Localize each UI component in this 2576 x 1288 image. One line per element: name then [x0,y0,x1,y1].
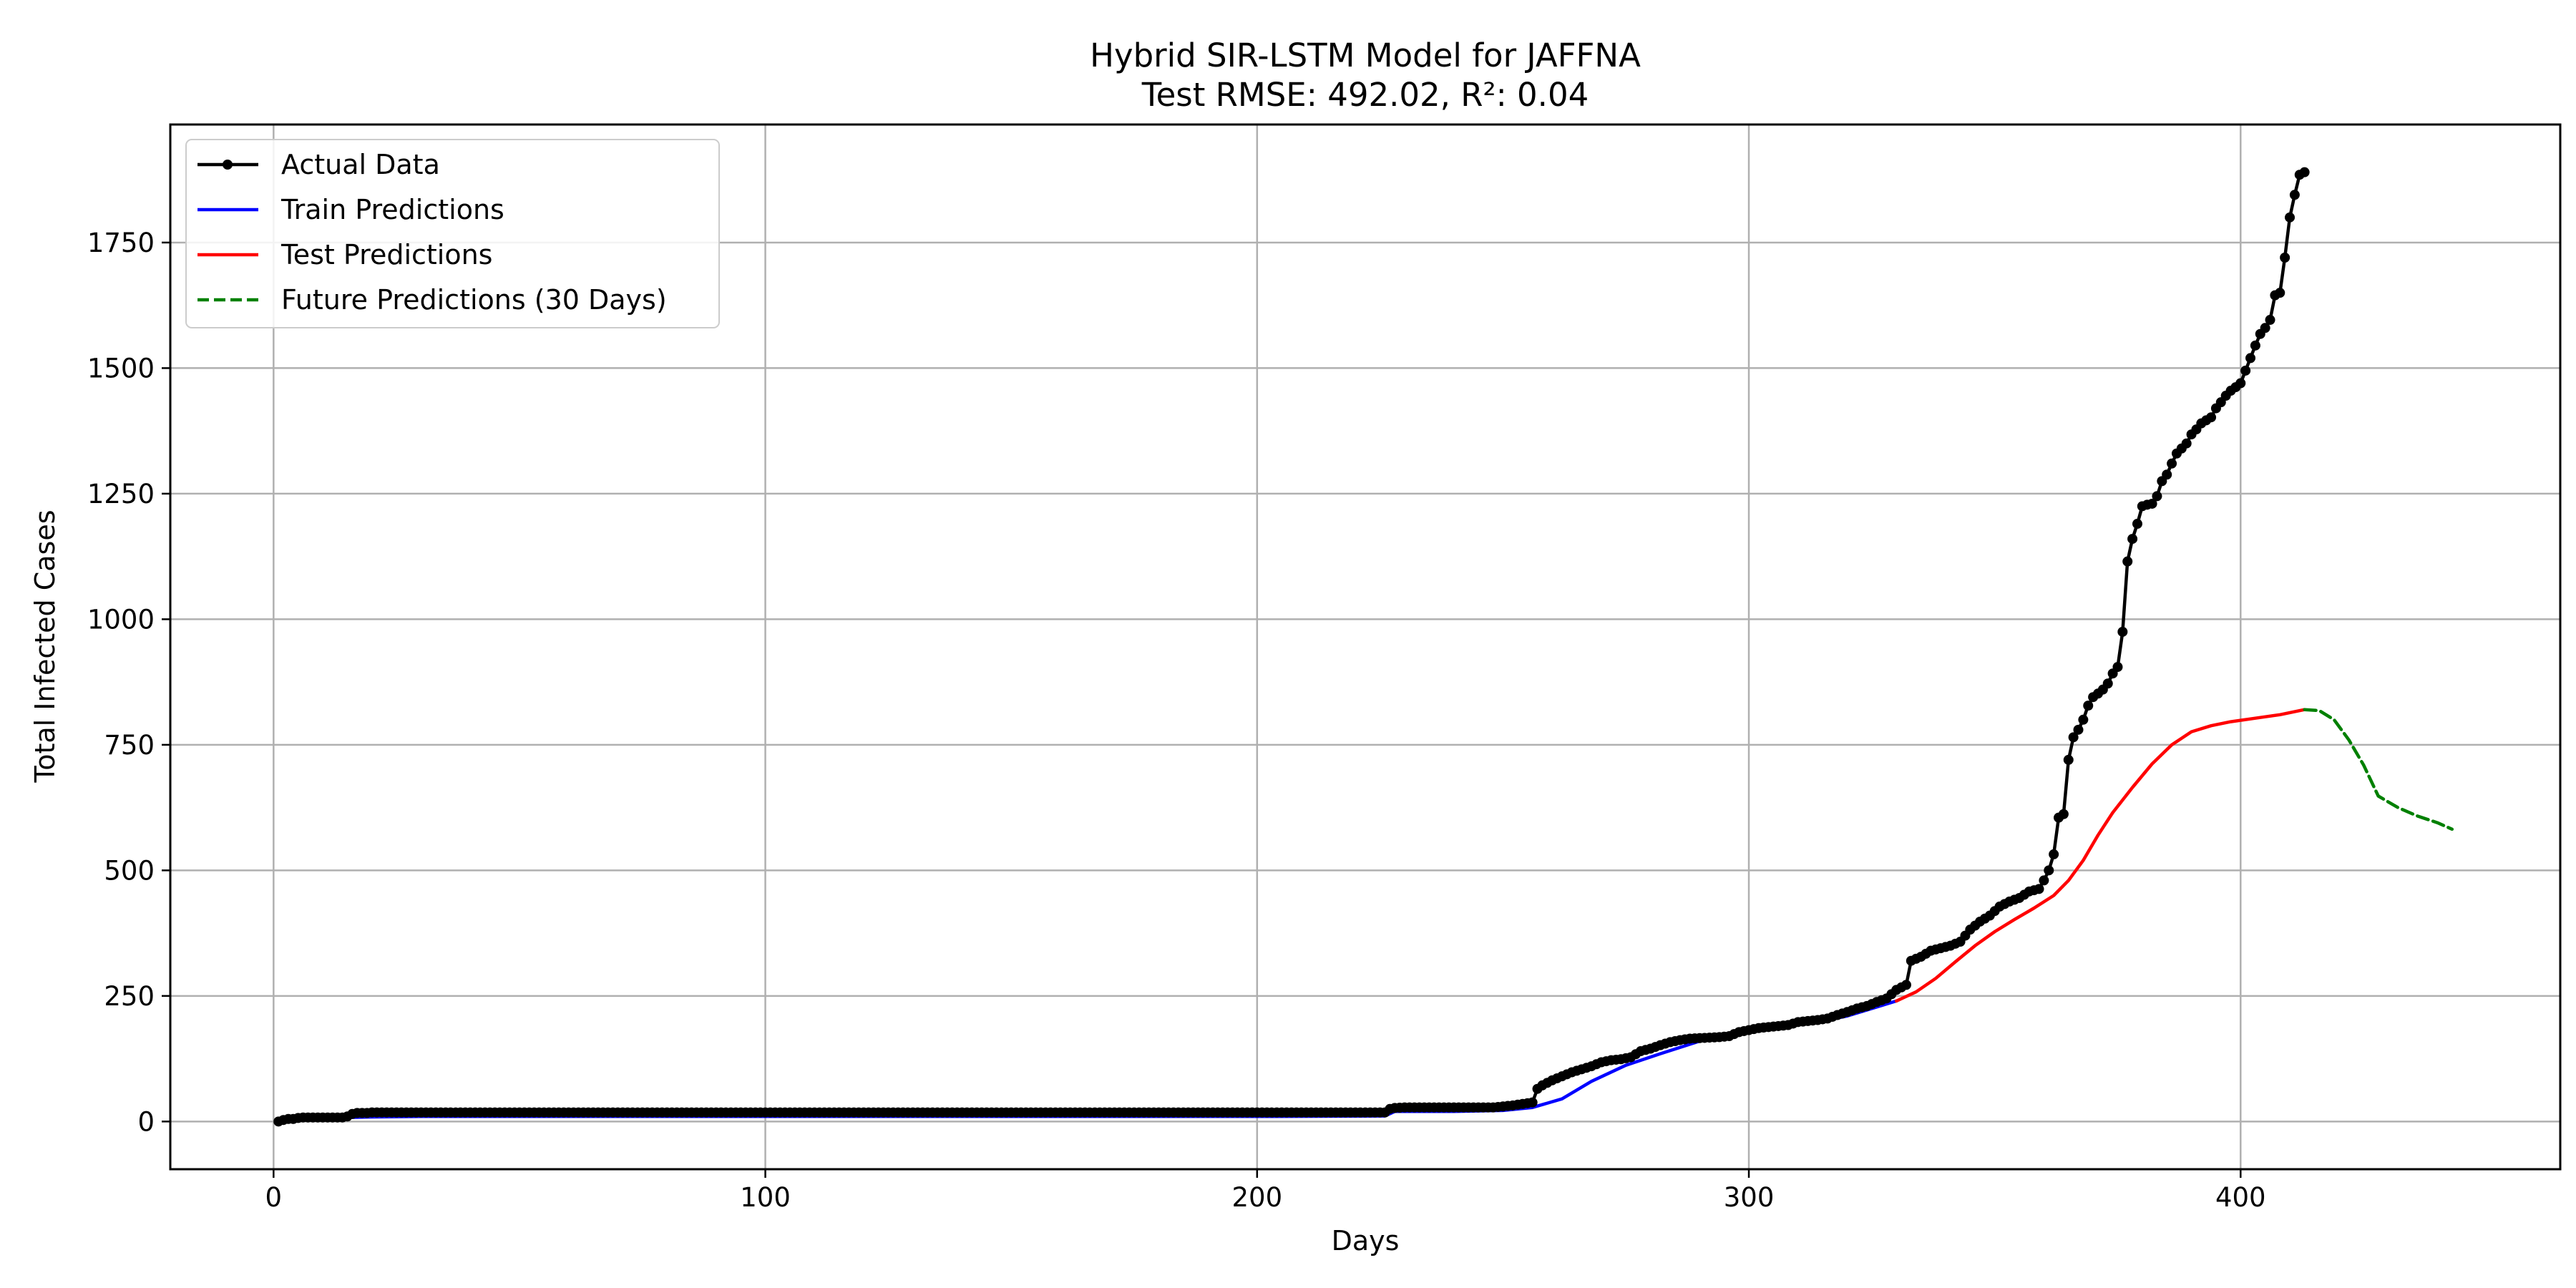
legend-item-train: Train Predictions [197,194,504,225]
x-tick-label: 100 [740,1182,791,1213]
legend-item-actual: Actual Data [197,149,440,180]
data-point [2245,353,2256,364]
data-point [2112,662,2123,673]
data-point [2181,438,2192,449]
data-point [2073,724,2084,735]
data-point [2078,714,2089,725]
data-point [2068,732,2079,743]
data-point [2162,469,2172,480]
data-point [2275,288,2285,298]
y-tick-label: 500 [104,855,155,886]
data-point [2152,491,2162,502]
axis-ticks: 0 100 200 300 400 0 250 500 750 1000 1250 1500 1750 [87,228,2266,1213]
chart-title: Hybrid SIR-LSTM Model for JAFFNA [1090,36,1641,74]
data-point [2250,340,2260,351]
x-tick-label: 300 [1724,1182,1775,1213]
y-tick-label: 1250 [87,479,155,509]
legend-label-test: Test Predictions [280,239,492,270]
series-layer [273,167,2454,1127]
data-point [2132,519,2142,530]
x-axis-label: Days [1332,1225,1400,1257]
data-point [2285,212,2296,223]
x-tick-label: 0 [265,1182,283,1213]
y-tick-label: 250 [104,981,155,1012]
data-point [2206,412,2217,423]
y-tick-label: 1000 [87,604,155,635]
data-point [2240,365,2251,376]
x-tick-label: 200 [1231,1182,1282,1213]
plot-frame [169,123,2562,1171]
data-point [1527,1097,1538,1108]
legend-label-future: Future Predictions (30 Days) [281,284,667,316]
y-tick-label: 1500 [87,353,155,384]
data-point [2280,253,2290,263]
data-point [2289,190,2300,200]
data-point [2083,701,2094,711]
legend-item-test: Test Predictions [197,239,492,270]
data-point [2039,875,2049,886]
data-point [2167,458,2177,469]
legend-label-actual: Actual Data [281,149,440,180]
y-tick-label: 750 [104,730,155,761]
data-point [2260,323,2270,333]
series-line-test-predictions [1894,708,2306,1003]
y-tick-label: 1750 [87,228,155,258]
data-point [2049,849,2059,859]
data-point [2102,678,2113,689]
data-point [2044,865,2054,876]
legend-box [185,139,720,328]
data-point [2063,754,2074,765]
chart-subtitle: Test RMSE: 492.02, R²: 0.04 [1141,76,1589,114]
x-tick-label: 400 [2215,1182,2266,1213]
series-line-future-predictions-30-days [2303,708,2454,831]
y-tick-label: 0 [137,1106,155,1137]
data-point [1901,980,1911,990]
data-point [2299,167,2310,177]
data-point [2265,315,2275,326]
data-point [2117,626,2128,637]
data-point [2122,556,2133,567]
legend-item-future: Future Predictions (30 Days) [197,284,667,316]
grid-lines [170,125,2560,1169]
legend: Actual Data Train Predictions Test Predi… [185,139,720,328]
legend-label-train: Train Predictions [280,194,504,225]
data-point [2147,498,2157,509]
data-point [2058,809,2069,819]
data-point [2127,534,2138,545]
y-axis-label: Total Infected Cases [29,509,61,783]
data-point [2034,884,2044,894]
data-point [2235,378,2246,389]
